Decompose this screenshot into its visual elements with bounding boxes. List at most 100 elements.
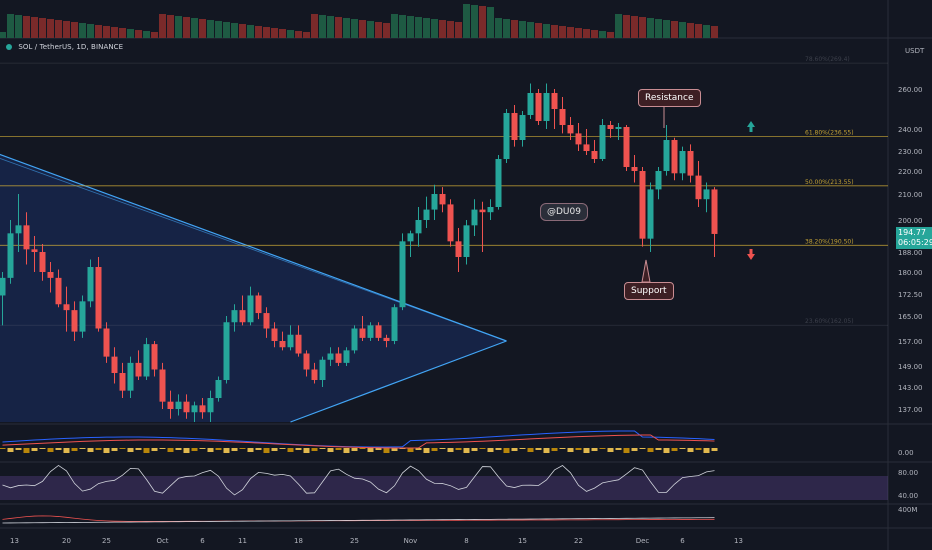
candle-body xyxy=(559,109,566,125)
volume-bar xyxy=(495,18,502,38)
candle-body xyxy=(143,344,150,377)
volume-bar xyxy=(215,21,222,38)
price-axis-tick: 188.00 xyxy=(898,249,923,257)
candle-body xyxy=(367,325,374,338)
candle-body xyxy=(647,189,654,239)
fib-level-label: 61.80%(236.55) xyxy=(805,130,854,137)
macd-histogram-bar xyxy=(711,448,718,451)
volume-bar xyxy=(663,20,670,38)
volume-bar xyxy=(679,22,686,38)
symbol-header[interactable]: SOL / TetherUS, 1D, BINANCE xyxy=(6,43,123,51)
candle-body xyxy=(287,334,294,348)
candle-body xyxy=(31,249,38,252)
volume-bar xyxy=(175,16,182,38)
macd-histogram-bar xyxy=(431,448,438,451)
volume-bar xyxy=(119,28,126,38)
support-callout[interactable]: Support xyxy=(624,282,674,300)
macd-histogram-bar xyxy=(143,448,150,453)
current-price-badge: 194.77 06:05:29 xyxy=(896,227,932,249)
candle-body xyxy=(383,337,390,341)
price-axis-tick: 180.00 xyxy=(898,269,923,277)
macd-signal-line xyxy=(2,434,715,449)
volume-bar xyxy=(63,21,70,38)
volume-bar xyxy=(47,19,54,38)
price-axis-tick: 240.00 xyxy=(898,126,923,134)
support-label: Support xyxy=(631,286,667,296)
volume-bar xyxy=(151,32,158,38)
volume-bar xyxy=(327,16,334,38)
candle-body xyxy=(375,325,382,338)
candle-body xyxy=(127,362,134,391)
macd-histogram-bar xyxy=(0,448,6,449)
candle-body xyxy=(511,113,518,140)
triangle-pattern-fill xyxy=(0,154,507,422)
volume-bar xyxy=(631,16,638,38)
volume-bar xyxy=(671,21,678,38)
volume-bar xyxy=(23,16,30,38)
volume-bar xyxy=(615,14,622,38)
macd-histogram-bar xyxy=(119,448,126,449)
volume-bar xyxy=(351,19,358,38)
candle-body xyxy=(319,359,326,380)
volume-bar xyxy=(95,25,102,38)
macd-histogram-bar xyxy=(423,448,430,453)
candle-body xyxy=(679,151,686,174)
volume-bar xyxy=(487,7,494,38)
candle-body xyxy=(0,277,6,296)
volume-bar xyxy=(71,22,78,38)
macd-histogram-bar xyxy=(359,448,366,449)
time-axis-label: 20 xyxy=(62,537,71,545)
macd-histogram-bar xyxy=(31,448,38,451)
volume-bar xyxy=(343,18,350,38)
time-axis-label: 18 xyxy=(294,537,303,545)
macd-histogram-bar xyxy=(15,448,22,450)
candle-body xyxy=(407,233,414,242)
candle-body xyxy=(79,301,86,332)
resistance-callout[interactable]: Resistance xyxy=(638,89,701,107)
volume-bar xyxy=(15,15,22,38)
candle-body xyxy=(271,328,278,341)
candle-body xyxy=(423,209,430,220)
fib-level-label: 38.20%(190.50) xyxy=(805,238,854,245)
macd-histogram-bar xyxy=(39,448,46,449)
volume-bar xyxy=(471,5,478,38)
resistance-label: Resistance xyxy=(645,93,694,103)
macd-histogram-bar xyxy=(247,448,254,452)
volume-bar xyxy=(455,22,462,38)
candle-body xyxy=(591,151,598,159)
time-axis-label: Nov xyxy=(404,537,418,545)
macd-histogram-bar xyxy=(311,448,318,451)
candle-body xyxy=(191,405,198,413)
price-axis-currency: USDT xyxy=(905,47,925,55)
volume-bar xyxy=(199,19,206,38)
volume-bar xyxy=(599,31,606,38)
candle-body xyxy=(359,328,366,338)
candle-body xyxy=(639,171,646,239)
price-axis-tick: 210.00 xyxy=(898,191,923,199)
macd-histogram-bar xyxy=(543,448,550,453)
candle-body xyxy=(351,328,358,351)
macd-histogram-bar xyxy=(191,448,198,451)
volume-bar xyxy=(207,20,214,38)
macd-histogram-bar xyxy=(303,448,310,453)
macd-histogram-bar xyxy=(591,448,598,451)
macd-histogram-bar xyxy=(695,448,702,450)
price-axis-tick: 149.00 xyxy=(898,363,923,371)
volume-bar xyxy=(79,23,86,38)
macd-histogram-bar xyxy=(327,448,334,452)
price-axis-tick: 230.00 xyxy=(898,148,923,156)
candle-body xyxy=(119,373,126,391)
macd-histogram-bar xyxy=(127,448,134,452)
macd-histogram-bar xyxy=(135,448,142,450)
candle-body xyxy=(455,241,462,257)
volume-bar xyxy=(231,23,238,38)
candle-body xyxy=(583,144,590,151)
market-status-icon xyxy=(6,44,12,50)
candle-body xyxy=(615,127,622,129)
fib-level-label: 50.00%(213.55) xyxy=(805,179,854,186)
candle-body xyxy=(263,313,270,329)
macd-histogram-bar xyxy=(567,448,574,452)
candle-body xyxy=(15,225,22,234)
macd-histogram-bar xyxy=(623,448,630,453)
